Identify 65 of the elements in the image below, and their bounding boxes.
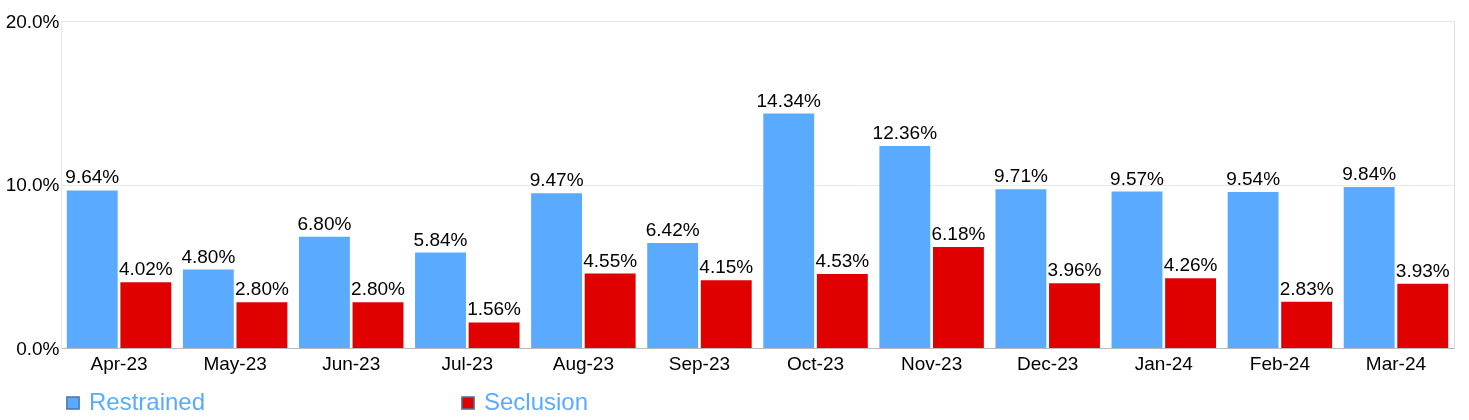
x-tick-label: Apr-23 [90,352,148,374]
x-tick-label: Oct-23 [787,352,845,374]
x-tick-label: Sep-23 [668,352,731,374]
bar [531,193,583,348]
x-tick-label: May-23 [203,352,267,374]
data-label: 12.36% [872,121,938,143]
bar [647,243,699,348]
bar [700,280,752,348]
bar [236,302,288,348]
data-label: 2.83% [1279,277,1334,299]
data-label: 9.57% [1110,167,1165,189]
bar [66,190,118,348]
bar [879,145,931,348]
data-label: 14.34% [756,89,822,111]
bar [1227,192,1279,348]
bar [352,302,404,348]
data-label: 4.55% [583,249,638,271]
bar [1049,283,1100,348]
x-tick-label: Dec-23 [1017,352,1079,374]
bar [816,273,868,348]
y-tick-label: 20.0% [5,10,60,32]
bar [995,189,1047,348]
data-label: 4.53% [815,249,870,271]
bar [932,246,984,348]
bar [182,269,234,348]
legend-label: Seclusion [484,388,589,415]
data-label: 9.54% [1226,168,1281,190]
x-tick-label: Jul-23 [441,352,494,374]
data-label: 3.96% [1047,259,1102,281]
bar [584,273,636,348]
data-label: 6.18% [931,222,986,244]
x-tick-label: Nov-23 [901,352,963,374]
data-label: 5.84% [413,228,468,250]
y-tick-label: 10.0% [5,174,60,195]
x-tick-label: Mar-24 [1365,352,1427,374]
x-tick-label: Aug-23 [552,352,615,374]
legend-label: Restrained [89,388,206,415]
bar [1281,301,1333,348]
data-label: 9.84% [1342,163,1397,185]
data-label: 9.47% [529,169,584,191]
x-tick-label: Feb-24 [1249,352,1311,374]
data-label: 6.80% [297,212,352,234]
data-label: 2.80% [234,278,289,300]
bar [763,113,815,348]
bar [1397,283,1449,348]
x-tick-label: Jan-24 [1134,352,1194,374]
data-label: 3.93% [1395,259,1450,281]
bar [468,322,520,348]
data-label: 4.26% [1163,254,1218,276]
bar [298,236,350,348]
data-label: 6.42% [645,219,700,241]
bar [1343,187,1395,348]
data-label: 4.15% [699,256,754,278]
y-tick-label: 0.0% [16,337,60,359]
data-label: 4.80% [181,245,236,267]
x-tick-label: Jun-23 [322,352,381,374]
data-label: 9.71% [993,165,1048,187]
data-label: 1.56% [467,298,522,320]
bar [120,282,172,348]
data-label: 4.02% [118,258,173,280]
data-label: 9.64% [65,166,120,188]
bar [415,252,466,348]
bar [1165,278,1217,348]
bar [1111,191,1163,348]
data-label: 2.80% [351,278,406,300]
